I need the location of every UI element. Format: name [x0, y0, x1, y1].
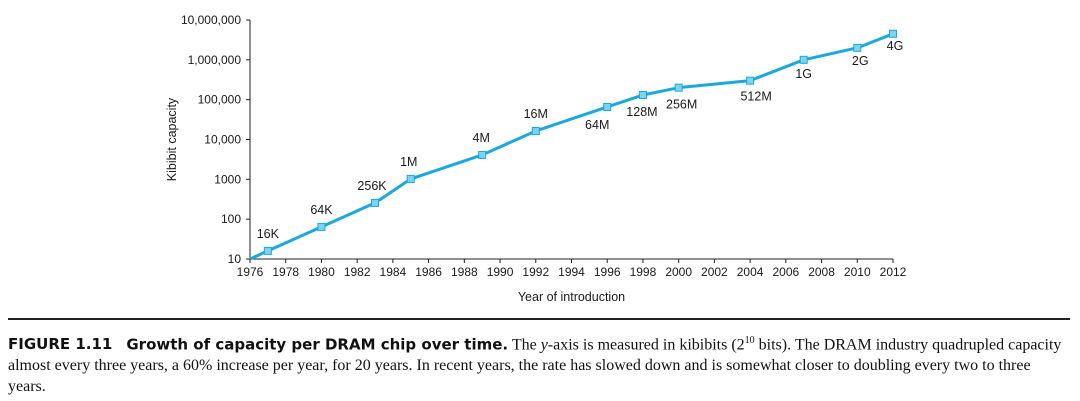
data-label: 256K — [357, 179, 387, 193]
y-tick-label: 100,000 — [198, 93, 242, 107]
y-tick-label: 1,000,000 — [188, 53, 242, 67]
y-tick-label: 10,000 — [204, 133, 241, 147]
data-label: 256M — [666, 98, 697, 112]
x-tick-label: 1992 — [522, 265, 549, 279]
x-tick-label: 2002 — [701, 265, 728, 279]
x-tick-label: 2012 — [880, 265, 907, 279]
figure-number: FIGURE 1.11 — [8, 335, 113, 354]
axes: 10 100 1000 10,000 100,000 1,000,000 10,000,00… — [165, 13, 907, 304]
dram-capacity-chart: 10 100 1000 10,000 100,000 1,000,000 10,000,00… — [165, 13, 907, 304]
data-label: 2G — [852, 54, 869, 68]
data-point-marker — [263, 246, 272, 255]
x-tick-label: 2006 — [772, 265, 799, 279]
x-tick-label: 1978 — [272, 265, 299, 279]
data-label: 1G — [795, 67, 812, 81]
data-label: 4M — [473, 131, 490, 145]
caption-y-axis: y — [540, 336, 548, 354]
data-label: 4G — [887, 39, 904, 53]
y-tick-label: 1000 — [214, 172, 241, 186]
data-label: 128M — [626, 105, 657, 119]
data-point-marker — [799, 55, 808, 64]
x-tick-label: 1988 — [451, 265, 478, 279]
x-tick-label: 1980 — [308, 265, 335, 279]
data-point-marker — [531, 126, 540, 135]
data-point-marker — [603, 102, 612, 111]
x-tick-label: 1994 — [558, 265, 585, 279]
x-tick-label: 2004 — [737, 265, 764, 279]
x-tick-label: 1976 — [237, 265, 264, 279]
caption-text-3: bits). The DRAM industry quadrupled capa… — [8, 336, 1062, 396]
data-label: 16M — [524, 107, 548, 121]
data-label: 64K — [310, 203, 333, 217]
data-label: 16K — [257, 227, 280, 241]
y-tick-label: 100 — [221, 212, 241, 226]
y-axis-title: Kibibit capacity — [165, 97, 179, 181]
data-point-marker — [638, 90, 647, 99]
caption-exponent: 10 — [744, 335, 755, 346]
data-point-marker — [478, 150, 487, 159]
x-tick-label: 1986 — [415, 265, 442, 279]
x-tick-label: 2000 — [665, 265, 692, 279]
caption-text-2: -axis is measured in kibibits (2 — [547, 336, 745, 354]
x-tick-label: 1990 — [487, 265, 514, 279]
data-point-marker — [853, 43, 862, 52]
x-tick-label: 2010 — [844, 265, 871, 279]
data-label: 512M — [740, 90, 771, 104]
data-point-marker — [371, 198, 380, 207]
x-tick-label: 1982 — [344, 265, 371, 279]
y-tick-label: 10 — [228, 252, 242, 266]
data-labels: 16K 64K 256K 1M 4M 16M 64M 128M 256M 512M 1G 2G 4G — [257, 39, 904, 241]
figure-caption: FIGURE 1.11 Growth of capacity per DRAM c… — [8, 330, 1072, 397]
figure-title: Growth of capacity per DRAM chip over ti… — [126, 335, 509, 354]
x-tick-label: 2008 — [808, 265, 835, 279]
data-point-marker — [746, 76, 755, 85]
series — [249, 29, 897, 261]
data-point-marker — [317, 222, 326, 231]
x-tick-label: 1998 — [630, 265, 657, 279]
x-tick-label: 1984 — [380, 265, 407, 279]
x-tick-label: 1996 — [594, 265, 621, 279]
y-tick-label: 10,000,000 — [181, 13, 241, 27]
data-label: 64M — [585, 118, 609, 132]
caption-text-1: The — [511, 336, 541, 354]
data-point-marker — [674, 83, 683, 92]
data-point-marker — [406, 174, 415, 183]
caption-divider — [8, 318, 1070, 320]
x-axis-title: Year of introduction — [518, 290, 625, 304]
capacity-line — [249, 32, 894, 261]
data-point-marker — [889, 29, 897, 38]
data-label: 1M — [400, 155, 417, 169]
